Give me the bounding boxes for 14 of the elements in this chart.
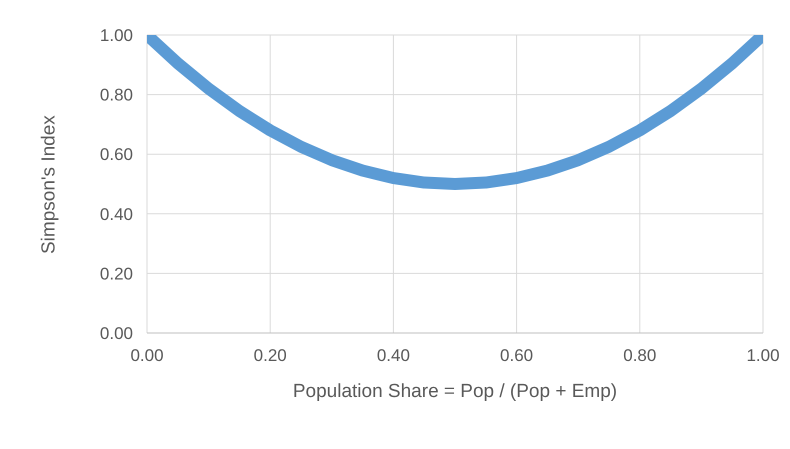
y-tick-label: 0.20	[100, 264, 133, 284]
y-tick-label: 0.40	[100, 204, 133, 224]
y-tick-label: 0.00	[100, 324, 133, 344]
y-axis-title: Simpson's Index	[38, 114, 60, 254]
x-axis-title: Population Share = Pop / (Pop + Emp)	[292, 381, 618, 402]
x-tick-label: 1.00	[746, 346, 780, 366]
x-tick-label: 0.00	[130, 346, 164, 366]
y-tick-label: 0.60	[100, 145, 133, 164]
x-tick-label: 0.60	[500, 346, 534, 366]
x-tick-label: 0.80	[623, 346, 656, 366]
x-tick-label: 0.40	[376, 346, 410, 366]
y-tick-label: 1.00	[100, 26, 133, 46]
y-tick-label: 0.80	[100, 86, 133, 105]
x-tick-label: 0.20	[254, 346, 287, 366]
